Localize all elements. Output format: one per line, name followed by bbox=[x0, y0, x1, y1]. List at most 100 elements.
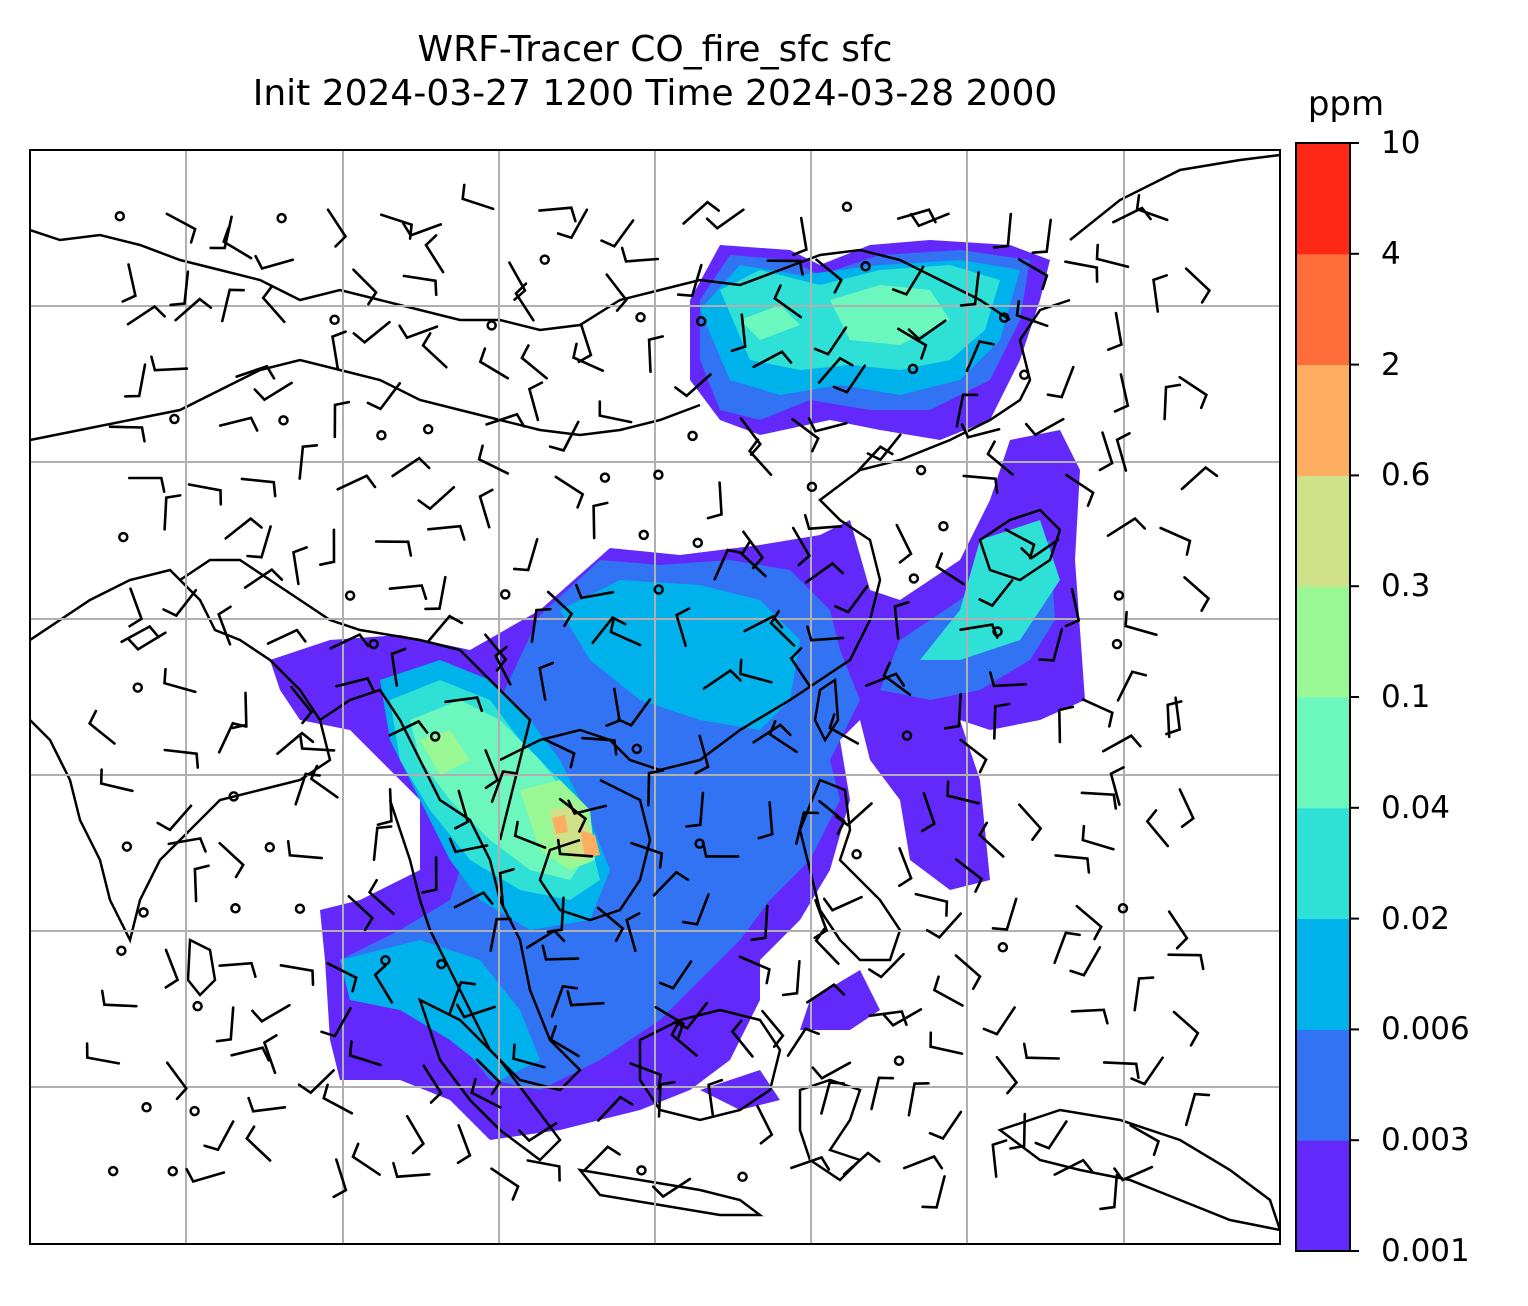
wind-barb bbox=[422, 1064, 443, 1104]
wind-barb bbox=[266, 628, 307, 645]
wind-barb bbox=[756, 1104, 774, 1145]
wind-barb bbox=[520, 344, 548, 380]
calm-wind-circle bbox=[737, 1171, 748, 1183]
wind-barb bbox=[203, 1120, 235, 1152]
calm-wind-circle bbox=[1019, 369, 1030, 381]
calm-wind-circle bbox=[841, 201, 853, 213]
wind-barb bbox=[1017, 258, 1049, 291]
map-title: WRF-Tracer CO_fire_sfc sfc Init 2024-03-… bbox=[30, 28, 1280, 116]
wind-barb bbox=[527, 381, 544, 422]
wind-barb bbox=[895, 523, 913, 564]
wind-barb bbox=[596, 906, 625, 943]
wind-barb bbox=[243, 568, 284, 589]
wind-barb bbox=[676, 263, 703, 298]
border-indochina bbox=[459, 649, 532, 841]
wind-barb bbox=[373, 964, 394, 1004]
wind-barb bbox=[795, 811, 820, 845]
wind-barb bbox=[811, 1061, 852, 1080]
wind-barb bbox=[276, 731, 315, 755]
wind-barb bbox=[814, 927, 840, 965]
coastline-japan bbox=[1069, 153, 1280, 241]
colorbar-segment bbox=[1296, 918, 1350, 1030]
wind-barb bbox=[329, 632, 370, 650]
calm-wind-circle bbox=[230, 903, 241, 914]
wind-barb bbox=[1167, 953, 1205, 971]
gridlines bbox=[30, 150, 1280, 1244]
wind-barb bbox=[217, 721, 248, 754]
calm-wind-circle bbox=[687, 430, 698, 442]
wind-barb bbox=[1065, 473, 1095, 507]
wind-barb bbox=[891, 265, 925, 296]
wind-barb bbox=[992, 212, 1013, 249]
wind-barb bbox=[240, 477, 277, 498]
wind-barb bbox=[290, 685, 314, 725]
wind-barb bbox=[617, 698, 652, 727]
wind-barb bbox=[379, 213, 414, 240]
wind-barb bbox=[556, 208, 589, 240]
calm-wind-circle bbox=[500, 589, 511, 600]
calm-wind-circle bbox=[992, 626, 1003, 637]
wind-barb bbox=[757, 801, 774, 840]
colorbar-tick-label: 4 bbox=[1381, 235, 1401, 272]
wind-barb bbox=[546, 590, 574, 628]
wind-barb bbox=[448, 837, 489, 854]
wind-barb bbox=[991, 1139, 1008, 1178]
wind-barb bbox=[470, 1078, 502, 1109]
wind-barb bbox=[347, 895, 374, 932]
wind-barb bbox=[954, 858, 984, 893]
colorbar-segment bbox=[1296, 253, 1350, 366]
wind-barb bbox=[185, 1167, 226, 1184]
wind-barb bbox=[828, 713, 860, 745]
wind-barb bbox=[965, 340, 995, 373]
calm-wind-circle bbox=[344, 590, 356, 601]
calm-wind-circle bbox=[695, 316, 707, 327]
title-line-2: Init 2024-03-27 1200 Time 2024-03-28 200… bbox=[252, 73, 1058, 114]
wind-barb bbox=[128, 587, 144, 628]
wind-barb bbox=[882, 1008, 923, 1027]
calm-wind-circle bbox=[436, 958, 447, 970]
wind-barb bbox=[123, 363, 147, 398]
calm-wind-circle bbox=[539, 254, 550, 265]
wind-barb bbox=[581, 736, 618, 756]
calm-wind-circle bbox=[486, 320, 497, 331]
wind-barb bbox=[448, 980, 477, 1014]
wind-barb bbox=[490, 1167, 520, 1201]
colorbar bbox=[1295, 142, 1359, 1252]
wind-barb bbox=[1178, 375, 1208, 410]
wind-barb bbox=[896, 208, 937, 224]
wind-barb bbox=[475, 1058, 502, 1096]
wind-barb bbox=[868, 952, 905, 979]
wind-barb bbox=[485, 412, 526, 428]
wind-barb bbox=[806, 983, 846, 1004]
wind-barb bbox=[868, 1010, 908, 1026]
wind-barb bbox=[390, 647, 407, 687]
wind-barb bbox=[309, 764, 339, 799]
wind-barb bbox=[1024, 417, 1065, 437]
colorbar-segment bbox=[1296, 807, 1350, 920]
field-level-4-coast bbox=[920, 520, 1060, 660]
wind-barb bbox=[558, 797, 588, 833]
wind-barb bbox=[163, 494, 182, 531]
wind-barb bbox=[326, 208, 348, 248]
colorbar-tick-label: 2 bbox=[1381, 346, 1401, 383]
colorbar-tick-label: 0.02 bbox=[1381, 900, 1451, 937]
wind-barb bbox=[921, 1175, 946, 1209]
wind-barb bbox=[262, 1034, 278, 1075]
wind-barb bbox=[1018, 803, 1043, 841]
wind-barb bbox=[1098, 431, 1114, 472]
wind-barb bbox=[388, 719, 429, 737]
colorbar-tick-label: 0.04 bbox=[1381, 789, 1451, 826]
colorbar-units: ppm bbox=[1307, 84, 1385, 124]
wind-barb bbox=[960, 423, 1001, 439]
wind-barb bbox=[1152, 274, 1168, 313]
colorbar-segment bbox=[1296, 586, 1350, 698]
calm-wind-circle bbox=[908, 573, 920, 584]
wind-barb bbox=[954, 954, 982, 990]
wind-barb bbox=[548, 420, 580, 452]
wind-barb bbox=[1022, 1042, 1060, 1060]
wind-barb bbox=[768, 720, 798, 754]
colorbar-tick-label: 0.003 bbox=[1381, 1122, 1470, 1159]
wind-barb bbox=[813, 326, 848, 356]
wind-barb bbox=[978, 579, 1014, 608]
wind-barb bbox=[1178, 788, 1195, 828]
